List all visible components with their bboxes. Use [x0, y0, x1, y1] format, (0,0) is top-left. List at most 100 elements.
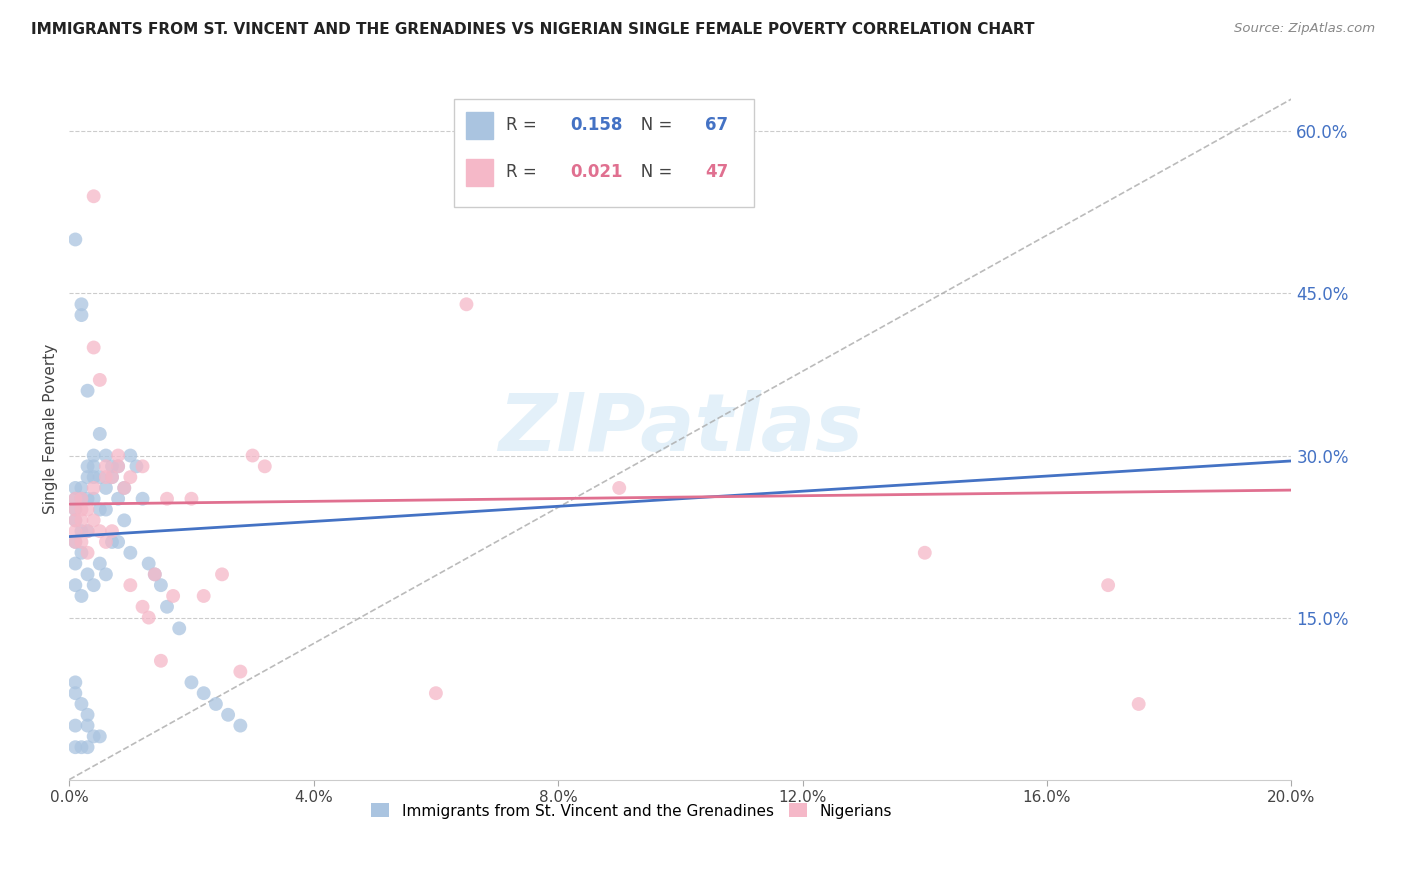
Point [65, 491, 87, 506]
Point [89, 730, 111, 744]
Text: 47: 47 [704, 163, 728, 181]
Point [120, 449, 142, 463]
Point [76, 459, 98, 474]
Point [65, 535, 87, 549]
Bar [467, 159, 494, 186]
Point [89, 557, 111, 571]
Point [83, 470, 105, 484]
Point [120, 470, 142, 484]
Point [65, 481, 87, 495]
Point [76, 470, 98, 484]
Text: IMMIGRANTS FROM ST. VINCENT AND THE GRENADINES VS NIGERIAN SINGLE FEMALE POVERTY: IMMIGRANTS FROM ST. VINCENT AND THE GREN… [31, 22, 1035, 37]
Point [65, 491, 87, 506]
Legend: Immigrants from St. Vincent and the Grenadines, Nigerians: Immigrants from St. Vincent and the Gren… [366, 797, 898, 824]
Point [112, 513, 135, 527]
Point [65, 535, 87, 549]
Point [94, 481, 117, 495]
Point [89, 426, 111, 441]
Point [76, 524, 98, 538]
Point [70, 546, 93, 560]
Point [76, 524, 98, 538]
Point [229, 718, 252, 732]
Point [65, 502, 87, 516]
Point [76, 718, 98, 732]
Point [70, 697, 93, 711]
Point [914, 546, 936, 560]
Point [76, 740, 98, 755]
Text: N =: N = [626, 116, 678, 134]
Point [83, 578, 105, 592]
Text: N =: N = [626, 163, 678, 181]
Point [180, 491, 202, 506]
Point [425, 686, 447, 700]
Point [76, 502, 98, 516]
Point [607, 481, 630, 495]
Point [180, 675, 202, 690]
Point [138, 610, 160, 624]
Point [211, 567, 233, 582]
Point [94, 567, 117, 582]
Text: 0.021: 0.021 [571, 163, 623, 181]
Point [193, 686, 215, 700]
Point [70, 535, 93, 549]
Point [167, 621, 190, 635]
Point [70, 491, 93, 506]
Point [112, 481, 135, 495]
Text: 67: 67 [704, 116, 728, 134]
Point [83, 730, 105, 744]
Point [229, 665, 252, 679]
Point [112, 481, 135, 495]
Point [83, 481, 105, 495]
Text: ZIPatlas: ZIPatlas [498, 390, 863, 467]
Point [65, 524, 87, 538]
Point [94, 502, 117, 516]
Point [217, 707, 239, 722]
Point [125, 459, 148, 474]
Point [70, 308, 93, 322]
Point [83, 459, 105, 474]
Point [76, 707, 98, 722]
Point [70, 513, 93, 527]
Point [107, 491, 129, 506]
Point [89, 502, 111, 516]
Point [107, 449, 129, 463]
Point [70, 740, 93, 755]
Point [70, 589, 93, 603]
Point [193, 589, 215, 603]
Point [107, 535, 129, 549]
Y-axis label: Single Female Poverty: Single Female Poverty [44, 343, 58, 514]
Point [65, 578, 87, 592]
Point [94, 535, 117, 549]
Point [76, 384, 98, 398]
Point [70, 502, 93, 516]
Point [70, 491, 93, 506]
Point [131, 599, 153, 614]
Point [89, 524, 111, 538]
Point [65, 718, 87, 732]
FancyBboxPatch shape [454, 98, 754, 207]
Point [65, 557, 87, 571]
Text: Source: ZipAtlas.com: Source: ZipAtlas.com [1234, 22, 1375, 36]
Point [456, 297, 478, 311]
Point [89, 470, 111, 484]
Text: R =: R = [506, 163, 541, 181]
Point [94, 470, 117, 484]
Point [143, 567, 166, 582]
Point [1097, 578, 1119, 592]
Point [65, 686, 87, 700]
Point [107, 459, 129, 474]
Point [65, 513, 87, 527]
Point [94, 449, 117, 463]
Point [65, 513, 87, 527]
Point [143, 567, 166, 582]
Point [65, 740, 87, 755]
Point [138, 557, 160, 571]
Point [83, 189, 105, 203]
Point [205, 697, 228, 711]
Point [76, 491, 98, 506]
Point [70, 481, 93, 495]
Point [65, 232, 87, 246]
Point [101, 524, 124, 538]
Point [156, 599, 179, 614]
Point [89, 373, 111, 387]
